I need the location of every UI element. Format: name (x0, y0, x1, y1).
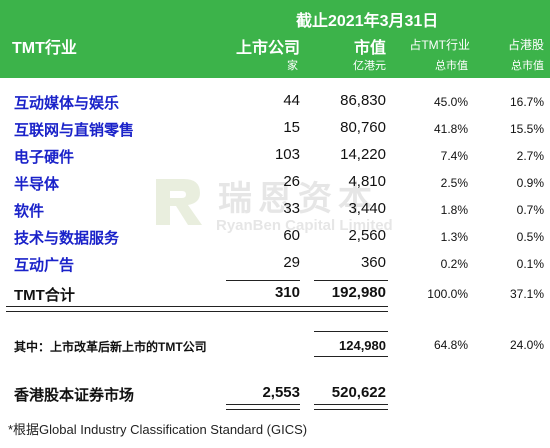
market-value: 4,810 (348, 173, 386, 190)
total-count: 310 (274, 284, 300, 301)
table-row: 技术与数据服务 60 2,560 1.3% 0.5% (0, 223, 550, 250)
pct-hk: 2.7% (516, 149, 544, 163)
market-value: 86,830 (340, 92, 386, 109)
ryanben-logo-icon (156, 179, 202, 225)
sector-name: 软件 (14, 203, 45, 220)
sector-name: 互动广告 (14, 257, 75, 274)
watermark-cn: 瑞恩资本 (218, 180, 378, 218)
table-row: 互动广告 29 360 0.2% 0.1% (0, 250, 550, 277)
sector-name: 半导体 (14, 176, 60, 193)
pct-tmt: 45.0% (433, 95, 468, 109)
table-header: 截止2021年3月31日 TMT行业 上市公司 家 市值 亿港元 占TMT行业 … (0, 0, 550, 78)
pct-tmt: 7.4% (440, 149, 468, 163)
market-double-rule-count (226, 404, 300, 410)
total-label: TMT合计 (14, 287, 75, 304)
pct-hk: 0.9% (516, 176, 544, 190)
total-market-value: 192,980 (331, 284, 386, 301)
total-pct-tmt: 100.0% (427, 287, 468, 301)
sector-name: 技术与数据服务 (14, 230, 120, 247)
pct-hk: 0.7% (516, 203, 544, 217)
market-row: 香港股本证券市场 2,553 520,622 (0, 380, 550, 407)
listed-count-unit: 家 (287, 60, 298, 72)
subset-pct-hk: 24.0% (509, 338, 544, 352)
subset-label: 其中：上市改革后新上市的TMT公司 (14, 340, 207, 354)
pct-tmt: 1.8% (440, 203, 468, 217)
total-pct-hk: 37.1% (509, 287, 544, 301)
pct-tmt-header-sub: 总市值 (435, 60, 468, 72)
subset-rule-bottom (314, 356, 388, 357)
subset-rule-top (314, 331, 388, 332)
listed-count: 26 (283, 173, 300, 190)
market-count: 2,553 (262, 384, 300, 401)
watermark: 瑞恩资本 RyanBen Capital Limited (150, 165, 420, 255)
sector-name: 互动媒体与娱乐 (14, 95, 120, 112)
market-value: 2,560 (348, 227, 386, 244)
sector-column-header: TMT行业 (12, 40, 77, 57)
total-rule-count (226, 280, 300, 281)
footnote: *根据Global Industry Classification Standa… (8, 422, 308, 437)
market-label: 香港股本证券市场 (14, 387, 135, 404)
listed-count: 29 (283, 254, 300, 271)
pct-tmt-header: 占TMT行业 (409, 38, 470, 52)
listed-count-header: 上市公司 (235, 40, 300, 57)
total-row: TMT合计 310 192,980 100.0% 37.1% (0, 280, 550, 307)
market-double-rule-mv (314, 404, 388, 410)
total-rule-mv (314, 280, 388, 281)
market-market-value: 520,622 (331, 384, 386, 401)
listed-count: 15 (283, 119, 300, 136)
pct-tmt: 41.8% (433, 122, 468, 136)
pct-tmt: 2.5% (440, 176, 468, 190)
listed-count: 44 (283, 92, 300, 109)
market-value-header: 市值 (353, 40, 386, 57)
market-value: 14,220 (340, 146, 386, 163)
subset-row: 其中：上市改革后新上市的TMT公司 124,980 64.8% 24.0% (0, 331, 550, 358)
watermark-en: RyanBen Capital Limited (216, 217, 393, 234)
table-row: 互动媒体与娱乐 44 86,830 45.0% 16.7% (0, 88, 550, 115)
subset-pct-tmt: 64.8% (433, 338, 468, 352)
listed-count: 103 (274, 146, 300, 163)
listed-count: 33 (283, 200, 300, 217)
market-value: 3,440 (348, 200, 386, 217)
pct-tmt: 1.3% (440, 230, 468, 244)
date-label: 截止2021年3月31日 (296, 13, 439, 30)
pct-hk: 15.5% (509, 122, 544, 136)
market-value: 80,760 (340, 119, 386, 136)
pct-hk-header-sub: 总市值 (511, 60, 544, 72)
pct-tmt: 0.2% (440, 257, 468, 271)
pct-hk: 0.1% (516, 257, 544, 271)
total-double-rule (6, 306, 388, 312)
pct-hk: 16.7% (509, 95, 544, 109)
subset-market-value: 124,980 (339, 338, 386, 353)
pct-hk-header: 占港股 (507, 38, 544, 52)
table-row: 电子硬件 103 14,220 7.4% 2.7% (0, 142, 550, 169)
market-value-unit: 亿港元 (353, 60, 386, 72)
sector-name: 互联网与直销零售 (14, 122, 135, 139)
market-value: 360 (360, 254, 386, 271)
sector-name: 电子硬件 (14, 149, 75, 166)
table-row: 软件 33 3,440 1.8% 0.7% (0, 196, 550, 223)
table-row: 互联网与直销零售 15 80,760 41.8% 15.5% (0, 115, 550, 142)
pct-hk: 0.5% (516, 230, 544, 244)
table-row: 半导体 26 4,810 2.5% 0.9% (0, 169, 550, 196)
listed-count: 60 (283, 227, 300, 244)
